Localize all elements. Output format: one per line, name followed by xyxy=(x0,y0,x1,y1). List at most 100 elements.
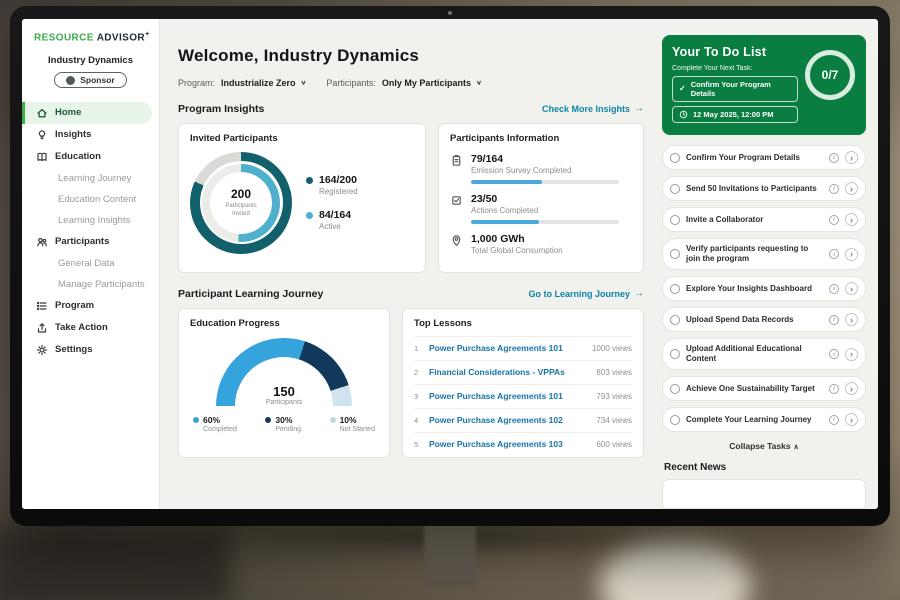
page-title: Welcome, Industry Dynamics xyxy=(178,46,420,66)
recent-news-title: Recent News xyxy=(664,462,727,473)
task-invite-collaborator[interactable]: Invite a Collaborator i › xyxy=(662,207,866,232)
collapse-tasks-link[interactable]: Collapse Tasks ∧ xyxy=(662,441,866,451)
check-more-insights-link[interactable]: Check More Insights → xyxy=(542,103,644,114)
program-select[interactable]: Industrialize Zero ∨ xyxy=(221,78,306,88)
task-checkbox[interactable] xyxy=(670,283,680,294)
program-insights-header: Program Insights Check More Insights → xyxy=(178,103,644,115)
task-label: Send 50 Invitations to Participants xyxy=(686,183,817,193)
participants-information-card: Participants Information 79/164 Emission… xyxy=(438,122,644,273)
lesson-link[interactable]: Power Purchase Agreements 101 xyxy=(429,343,563,354)
invited-participants-donut-chart: 200 Participants Invited xyxy=(190,151,292,254)
sidebar-item-program[interactable]: Program xyxy=(22,295,159,317)
task-checkbox[interactable] xyxy=(670,349,680,359)
sidebar-item-learning-insights[interactable]: Learning Insights xyxy=(22,210,159,231)
desk-shadow-left xyxy=(0,528,230,600)
lesson-views: 803 views xyxy=(596,367,632,377)
task-send-invitations[interactable]: Send 50 Invitations to Participants i › xyxy=(662,176,866,201)
sidebar-item-general-data[interactable]: General Data xyxy=(22,253,159,274)
task-checkbox[interactable] xyxy=(670,214,680,225)
next-task-time-pill: 12 May 2025, 12:00 PM xyxy=(672,106,798,123)
info-icon[interactable]: i xyxy=(829,414,839,425)
sidebar-item-manage-participants[interactable]: Manage Participants xyxy=(22,274,159,295)
sponsor-badge[interactable]: Sponsor xyxy=(54,72,127,89)
lesson-link[interactable]: Power Purchase Agreements 102 xyxy=(429,415,563,426)
task-checkbox[interactable] xyxy=(670,314,680,325)
home-icon xyxy=(36,107,48,119)
task-checkbox[interactable] xyxy=(670,183,680,194)
chevron-right-icon[interactable]: › xyxy=(845,347,858,361)
arrow-right-icon: → xyxy=(634,103,644,115)
sidebar-item-learning-journey[interactable]: Learning Journey xyxy=(22,168,159,189)
task-label: Achieve One Sustainability Target xyxy=(686,383,815,393)
sidebar-item-participants[interactable]: Participants xyxy=(22,231,159,253)
participants-select[interactable]: Only My Participants ∨ xyxy=(382,78,482,88)
sidebar-item-home[interactable]: Home xyxy=(22,101,152,124)
info-icon[interactable]: i xyxy=(829,183,839,194)
task-upload-spend-data[interactable]: Upload Spend Data Records i › xyxy=(662,307,866,332)
sidebar-item-insights[interactable]: Insights xyxy=(22,124,159,146)
lesson-link[interactable]: Financial Considerations - VPPAs xyxy=(429,367,565,378)
task-complete-learning-journey[interactable]: Complete Your Learning Journey i › xyxy=(662,407,866,432)
legend-pct: 30% xyxy=(275,414,293,425)
chevron-right-icon[interactable]: › xyxy=(845,182,858,195)
chevron-right-icon[interactable]: › xyxy=(845,413,858,426)
info-icon[interactable]: i xyxy=(829,314,839,325)
chevron-right-icon[interactable]: › xyxy=(845,282,858,295)
info-icon[interactable]: i xyxy=(829,214,839,225)
info-icon[interactable]: i xyxy=(829,349,839,359)
task-achieve-sustainability-target[interactable]: Achieve One Sustainability Target i › xyxy=(662,376,866,401)
info-icon[interactable]: i xyxy=(829,383,839,394)
sidebar-item-label: Education Content xyxy=(58,193,137,205)
task-checkbox[interactable] xyxy=(670,152,680,163)
org-name: Industry Dynamics xyxy=(48,55,133,67)
info-icon[interactable]: i xyxy=(829,249,839,259)
chevron-right-icon[interactable]: › xyxy=(845,247,858,261)
people-icon xyxy=(36,236,48,248)
upload-action-icon xyxy=(36,322,48,334)
sidebar-item-label: Learning Journey xyxy=(58,172,132,184)
task-label: Verify participants requesting to join t… xyxy=(686,244,809,263)
chevron-right-icon[interactable]: › xyxy=(845,382,858,395)
info-icon[interactable]: i xyxy=(829,283,839,294)
sidebar-item-take-action[interactable]: Take Action xyxy=(22,317,159,339)
registered-label: Registered xyxy=(319,187,358,197)
task-label: Invite a Collaborator xyxy=(686,214,764,224)
card-title: Invited Participants xyxy=(190,132,278,144)
gear-icon xyxy=(36,344,48,356)
program-select-value: Industrialize Zero xyxy=(221,77,296,88)
task-checkbox[interactable] xyxy=(670,383,680,394)
metric-value: 1,000 GWh xyxy=(471,232,525,245)
sidebar-item-label: General Data xyxy=(58,257,115,269)
program-filter: Program: Industrialize Zero ∨ xyxy=(178,78,306,88)
todo-subtitle: Complete Your Next Task: xyxy=(672,65,753,72)
task-checkbox[interactable] xyxy=(670,414,680,425)
task-verify-participants[interactable]: Verify participants requesting to join t… xyxy=(662,238,866,270)
sidebar-item-education-content[interactable]: Education Content xyxy=(22,189,159,210)
sidebar-item-education[interactable]: Education xyxy=(22,146,159,168)
lesson-row: 2 Financial Considerations - VPPAs 803 v… xyxy=(414,359,632,384)
task-explore-insights[interactable]: Explore Your Insights Dashboard i › xyxy=(662,276,866,301)
chevron-right-icon[interactable]: › xyxy=(845,213,858,226)
chevron-right-icon[interactable]: › xyxy=(845,151,858,164)
sidebar-item-label: Home xyxy=(55,107,82,119)
task-checkbox[interactable] xyxy=(670,249,680,259)
brand-logo: RESOURCE ADVISOR+ xyxy=(22,29,159,52)
lesson-link[interactable]: Power Purchase Agreements 103 xyxy=(429,439,563,450)
go-to-learning-journey-link[interactable]: Go to Learning Journey → xyxy=(528,288,644,299)
legend-pending: 30% Pending xyxy=(265,415,301,433)
lesson-link[interactable]: Power Purchase Agreements 101 xyxy=(429,391,563,402)
top-lessons-card: Top Lessons 1 Power Purchase Agreements … xyxy=(402,307,644,458)
chevron-right-icon[interactable]: › xyxy=(845,313,858,326)
task-upload-educational-content[interactable]: Upload Additional Educational Content i … xyxy=(662,338,866,370)
actions-completed-progressbar xyxy=(471,219,619,224)
dashboard-screen: RESOURCE ADVISOR+ Industry Dynamics Spon… xyxy=(22,19,878,509)
sidebar-item-settings[interactable]: Settings xyxy=(22,339,159,361)
info-icon[interactable]: i xyxy=(829,152,839,163)
donut-center-label: Participants Invited xyxy=(225,203,257,218)
next-task-pill[interactable]: ✓ Confirm Your Program Details xyxy=(672,76,798,102)
org-block: Industry Dynamics Sponsor xyxy=(22,52,159,100)
education-progress-gauge-chart: 150 Participants xyxy=(216,337,352,406)
task-confirm-program-details[interactable]: Confirm Your Program Details i › xyxy=(662,145,866,170)
metric-label: Actions Completed xyxy=(471,205,539,215)
